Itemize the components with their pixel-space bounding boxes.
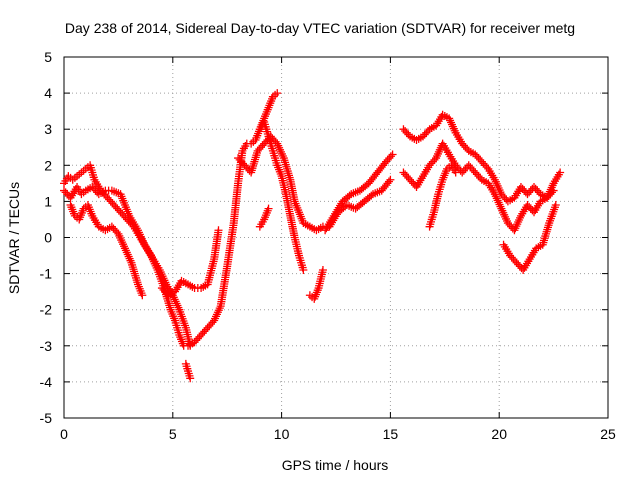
data-point (138, 291, 147, 300)
series-track-i (305, 265, 327, 303)
y-tick-label: 3 (44, 121, 52, 137)
data-point (186, 374, 195, 383)
data-point (547, 188, 556, 197)
y-tick-label: 1 (44, 193, 52, 209)
series-track-b (60, 161, 195, 350)
data-points (60, 89, 565, 383)
data-point (186, 341, 195, 350)
y-tick-label: -1 (40, 266, 53, 282)
series-track-o (499, 201, 560, 274)
data-point (299, 265, 308, 274)
x-tick-label: 15 (383, 426, 399, 442)
data-point (264, 204, 273, 213)
series-track-k (325, 175, 395, 231)
x-tick-label: 25 (600, 426, 616, 442)
series-track-c (66, 201, 147, 300)
x-axis-label: GPS time / hours (282, 457, 389, 473)
data-point (549, 186, 558, 195)
x-tick-label: 10 (274, 426, 290, 442)
data-point (386, 175, 395, 184)
axis-ticks: 0 5 10 15 20 25 -5 -4 -3 -2 -1 0 1 2 3 4 5 (40, 49, 616, 442)
y-axis-label: SDTVAR / TECUs (6, 182, 22, 294)
y-tick-label: 0 (44, 230, 52, 246)
x-tick-label: 0 (60, 426, 68, 442)
data-point (214, 226, 223, 235)
y-tick-label: 4 (44, 85, 52, 101)
data-point (386, 152, 395, 161)
series-track-l (399, 110, 565, 206)
series-track-n (425, 161, 460, 231)
series-track-d (157, 226, 223, 300)
data-point (556, 168, 565, 177)
series-track-m (399, 139, 558, 235)
data-point (273, 89, 282, 98)
chart-title: Day 238 of 2014, Sidereal Day-to-day VTE… (65, 20, 575, 36)
y-tick-label: -3 (40, 338, 53, 354)
y-tick-label: 2 (44, 157, 52, 173)
data-point (384, 177, 393, 186)
data-point (318, 265, 327, 274)
x-tick-label: 5 (169, 426, 177, 442)
series-track-h (255, 204, 273, 231)
data-point (451, 168, 460, 177)
y-tick-label: -2 (40, 302, 53, 318)
series-track-g (255, 117, 308, 274)
y-tick-label: 5 (44, 49, 52, 65)
y-tick-label: -4 (40, 374, 53, 390)
grid (64, 57, 608, 418)
y-tick-label: -5 (40, 410, 53, 426)
data-point (388, 150, 397, 159)
data-point (551, 201, 560, 210)
x-tick-label: 20 (491, 426, 507, 442)
series-track-e (181, 359, 195, 383)
